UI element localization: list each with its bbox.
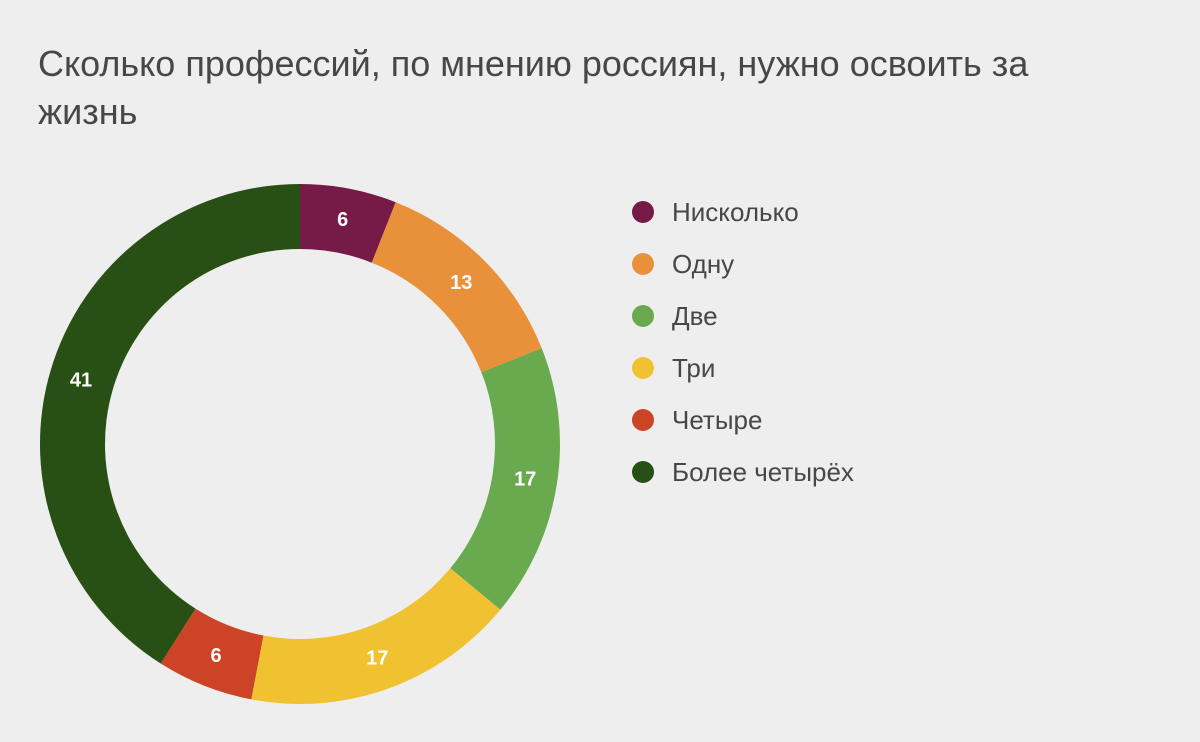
donut-slice-2 <box>371 202 542 373</box>
legend-item: Две <box>632 290 854 342</box>
legend-swatch-icon <box>632 461 654 483</box>
legend-swatch-icon <box>632 305 654 327</box>
legend-label: Две <box>672 300 718 331</box>
donut-slice-3 <box>450 348 560 610</box>
legend-swatch-icon <box>632 201 654 223</box>
legend-item: Более четырёх <box>632 446 854 498</box>
legend: Нисколько Одну Две Три Четыре Более четырёх <box>632 186 854 498</box>
legend-swatch-icon <box>632 409 654 431</box>
donut-slice-label-6: 41 <box>70 369 92 391</box>
chart-title: Сколько профессий, по мнению россиян, ну… <box>38 43 1029 132</box>
legend-item: Нисколько <box>632 186 854 238</box>
legend-label: Более четырёх <box>672 456 854 487</box>
donut-slice-label-4: 17 <box>366 648 388 670</box>
legend-swatch-icon <box>632 253 654 275</box>
donut-slices <box>40 184 560 705</box>
legend-label: Одну <box>672 248 735 279</box>
donut-slice-6 <box>40 184 300 664</box>
legend-swatch-icon <box>632 357 654 379</box>
donut-slice-4 <box>251 568 501 705</box>
donut-slice-5 <box>160 608 264 700</box>
legend-item: Одну <box>632 238 854 290</box>
legend-item: Три <box>632 342 854 394</box>
legend-item: Четыре <box>632 394 854 446</box>
legend-label: Четыре <box>672 404 763 435</box>
legend-label: Три <box>672 352 716 383</box>
donut-slice-1 <box>300 184 396 263</box>
donut-slice-label-2: 13 <box>450 272 472 294</box>
donut-slice-label-3: 17 <box>514 469 536 491</box>
legend-label: Нисколько <box>672 196 799 227</box>
donut-slice-label-1: 6 <box>337 209 348 231</box>
donut-slice-label-5: 6 <box>211 645 222 667</box>
donut-slice-labels: 6 13 17 17 6 41 <box>70 209 536 669</box>
